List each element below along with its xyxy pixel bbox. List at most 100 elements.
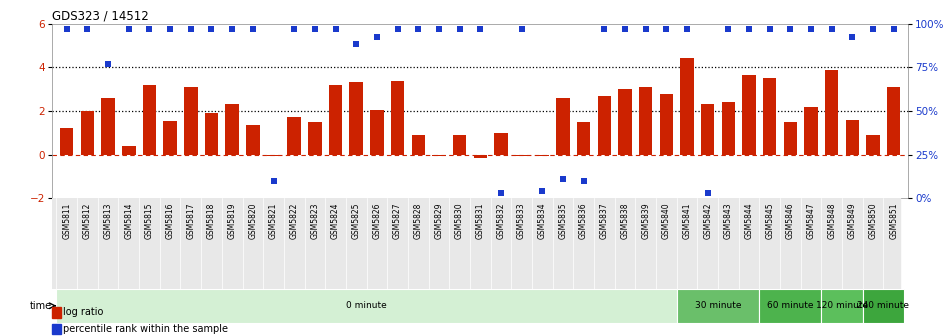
Text: GSM5819: GSM5819 [227,203,237,239]
Point [865,26,881,32]
Bar [349,82,363,155]
Text: GSM5813: GSM5813 [104,203,112,239]
Text: GSM5843: GSM5843 [724,203,733,240]
Bar [866,135,880,155]
Point [596,26,611,32]
Text: GSM5844: GSM5844 [745,203,753,240]
Point [555,176,571,182]
Bar [863,289,904,323]
Point [679,26,694,32]
Text: GSM5832: GSM5832 [496,203,505,239]
Bar [677,289,759,323]
Point [804,26,819,32]
Bar [759,289,822,323]
Text: GSM5842: GSM5842 [703,203,712,239]
Bar [722,102,735,155]
Point [783,26,798,32]
Bar [60,128,73,155]
Bar [763,78,776,155]
Text: GSM5826: GSM5826 [373,203,381,239]
Text: GSM5837: GSM5837 [600,203,609,240]
Text: GSM5850: GSM5850 [868,203,878,240]
Text: time: time [29,301,52,311]
Point [59,26,74,32]
Point [101,61,116,67]
Text: 0 minute: 0 minute [346,301,387,310]
Bar [370,110,383,155]
Point [452,26,467,32]
Point [700,190,715,196]
Bar [556,98,570,155]
Point [576,178,592,183]
Bar [102,98,115,155]
Point [142,26,157,32]
Point [432,26,447,32]
Text: GSM5846: GSM5846 [786,203,795,240]
Point [886,26,902,32]
Bar [805,107,818,155]
Text: GSM5848: GSM5848 [827,203,836,239]
Text: GSM5818: GSM5818 [207,203,216,239]
Text: GSM5823: GSM5823 [310,203,320,239]
Text: GSM5851: GSM5851 [889,203,899,239]
Text: GSM5845: GSM5845 [766,203,774,240]
Point [825,26,840,32]
Point [473,26,488,32]
Text: 120 minute: 120 minute [816,301,868,310]
Point [184,26,199,32]
Bar [287,117,301,155]
Text: GSM5840: GSM5840 [662,203,670,240]
Text: GSM5812: GSM5812 [83,203,92,239]
Bar [535,155,549,156]
Point [80,26,95,32]
Point [762,26,777,32]
Point [286,26,301,32]
Bar [495,133,508,155]
Text: GSM5822: GSM5822 [290,203,299,239]
Text: GSM5821: GSM5821 [269,203,278,239]
Bar [825,71,839,155]
Text: GSM5835: GSM5835 [558,203,568,240]
Point [659,26,674,32]
Text: GSM5824: GSM5824 [331,203,340,239]
Text: GSM5839: GSM5839 [641,203,650,240]
Point [617,26,632,32]
Text: GSM5849: GSM5849 [848,203,857,240]
Text: GDS323 / 14512: GDS323 / 14512 [52,9,149,23]
Text: 60 minute: 60 minute [767,301,814,310]
Point [638,26,653,32]
Bar [822,289,863,323]
Bar [184,87,198,155]
Text: GSM5828: GSM5828 [414,203,423,239]
Text: GSM5815: GSM5815 [145,203,154,239]
Bar [597,95,611,155]
Point [245,26,261,32]
Bar [660,94,673,155]
Text: GSM5830: GSM5830 [456,203,464,240]
Bar [845,120,859,155]
Point [349,42,364,47]
Point [163,26,178,32]
Text: GSM5825: GSM5825 [352,203,360,239]
Text: 240 minute: 240 minute [858,301,909,310]
Text: GSM5816: GSM5816 [165,203,175,239]
Point [121,26,136,32]
Text: GSM5836: GSM5836 [579,203,588,240]
Point [390,26,405,32]
Point [369,35,384,40]
Text: GSM5833: GSM5833 [517,203,526,240]
Bar [412,135,425,155]
Bar [453,135,466,155]
Bar [246,125,260,155]
Text: GSM5814: GSM5814 [125,203,133,239]
Text: GSM5834: GSM5834 [537,203,547,240]
Point [266,178,281,183]
Point [224,26,240,32]
Point [328,26,343,32]
Text: 30 minute: 30 minute [695,301,741,310]
Point [742,26,757,32]
Bar [52,307,61,318]
Text: GSM5838: GSM5838 [620,203,630,239]
Text: percentile rank within the sample: percentile rank within the sample [64,324,228,334]
Bar [577,122,591,155]
